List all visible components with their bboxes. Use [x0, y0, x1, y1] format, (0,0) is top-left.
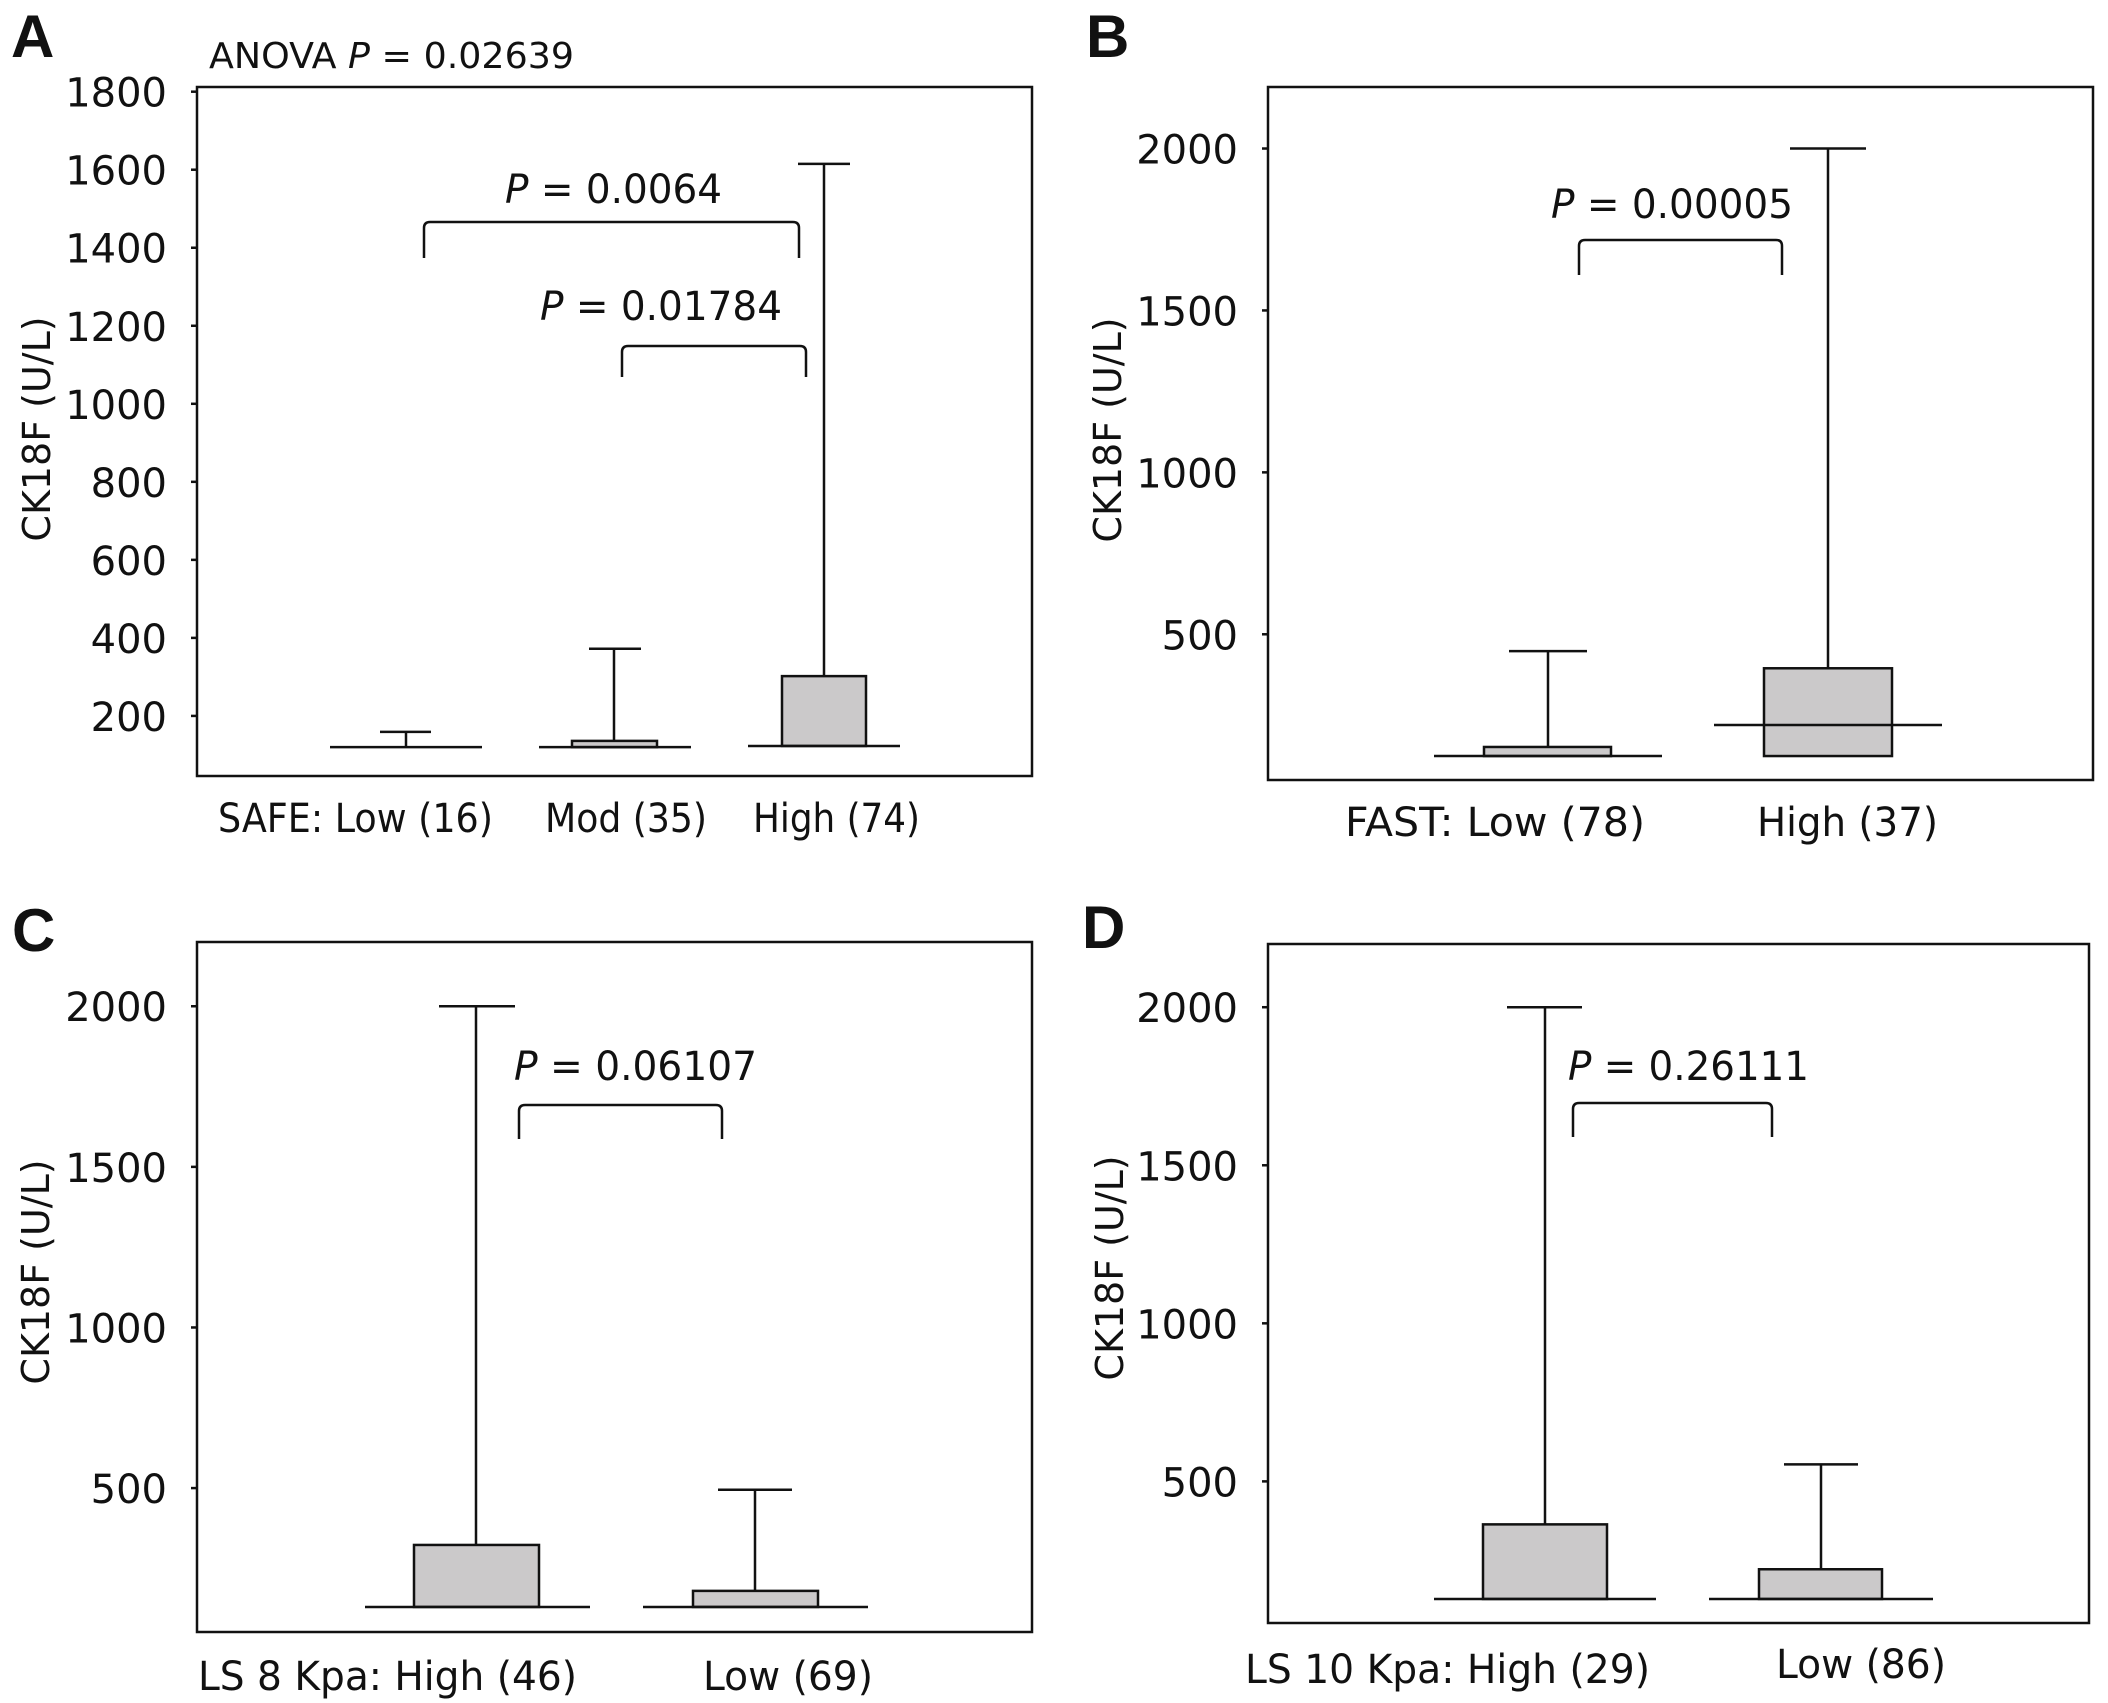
y-tick-label: 1800: [65, 71, 167, 117]
y-axis-label: CK18F (U/L): [14, 1159, 58, 1384]
x-category-label: Low (86): [1776, 1642, 1946, 1688]
p-symbol: P: [348, 36, 370, 77]
significance-bracket: P = 0.06107: [514, 1044, 757, 1139]
iqr-box: [1481, 1523, 1609, 1601]
box-low: [330, 730, 482, 749]
p-value-label: P = 0.00005: [1551, 182, 1793, 228]
y-axis-label: CK18F (U/L): [1088, 1155, 1132, 1380]
p-value-label: P = 0.06107: [514, 1044, 757, 1090]
box-high: [365, 1004, 590, 1609]
iqr-box: [1757, 1568, 1884, 1601]
plot-frame: [1266, 85, 2095, 782]
y-tick-label: 500: [1162, 1460, 1238, 1506]
box-high: [1714, 147, 1942, 758]
bracket-line: [517, 1103, 724, 1139]
iqr-box: [1482, 745, 1613, 758]
y-tick-label: 2000: [65, 985, 167, 1031]
y-axis-label: CK18F (U/L): [15, 316, 59, 541]
p-value-label: P = 0.26111: [1568, 1044, 1809, 1090]
iqr-box: [1762, 667, 1894, 758]
p-value-label: P = 0.0064: [505, 167, 722, 213]
bracket-line: [1571, 1101, 1774, 1137]
panel-letter: B: [1086, 3, 1129, 70]
p-value: = 0.0064: [528, 167, 722, 213]
p-symbol: P: [540, 284, 564, 330]
y-tick-label: 400: [91, 617, 167, 663]
y-tick-label: 1000: [1136, 451, 1238, 497]
bracket-line: [1577, 238, 1784, 275]
significance-bracket: P = 0.01784: [540, 284, 808, 377]
plot-frame: [1266, 942, 2091, 1625]
plot-frame: [195, 940, 1034, 1634]
significance-bracket: P = 0.26111: [1568, 1044, 1809, 1137]
y-tick-label: 2000: [1136, 128, 1238, 174]
box-high: [748, 162, 900, 748]
panel-letter: A: [11, 3, 54, 70]
p-symbol: P: [505, 167, 529, 213]
y-tick-label: 200: [91, 695, 167, 741]
panel-d: D 500 1000 1500 2000 CK18F (U/L) LS 10 Kpa: Hi…: [1082, 894, 2091, 1693]
panel-letter: D: [1082, 894, 1125, 961]
x-category-label: LS 8 Kpa: High (46): [198, 1654, 577, 1700]
x-category-label: High (74): [753, 796, 920, 842]
p-value: = 0.06107: [538, 1044, 757, 1090]
x-category-label: SAFE: Low (16): [218, 796, 493, 842]
y-tick-label: 1500: [1136, 1144, 1238, 1190]
anova-prefix: ANOVA: [209, 36, 348, 77]
box-low: [1434, 649, 1662, 758]
bracket-line: [620, 344, 808, 377]
iqr-box: [691, 1589, 820, 1609]
panel-b: B 500 1000 1500 2000 CK18F (U/L) FAST: Low (78…: [1086, 3, 2095, 846]
x-category-label: Low (69): [703, 1654, 873, 1700]
y-axis-label: CK18F (U/L): [1086, 317, 1130, 542]
p-symbol: P: [1568, 1044, 1592, 1090]
iqr-box: [412, 1543, 541, 1609]
y-tick-label: 1500: [1136, 289, 1238, 335]
x-category-label: High (37): [1757, 800, 1938, 846]
p-value: = 0.00005: [1574, 182, 1793, 228]
box-mod: [539, 647, 691, 749]
plot-frame: [195, 85, 1034, 778]
box-low: [643, 1488, 868, 1609]
y-tick-label: 1400: [65, 227, 167, 273]
panel-c: C 500 1000 1500 2000 CK18F (U/L) LS 8 Kpa: Hig…: [12, 897, 1034, 1700]
y-tick-label: 600: [91, 539, 167, 585]
box-low: [1709, 1463, 1933, 1601]
significance-bracket: P = 0.0064: [422, 167, 801, 258]
box-high: [1434, 1005, 1656, 1601]
y-tick-label: 800: [91, 461, 167, 507]
x-category-label: LS 10 Kpa: High (29): [1245, 1647, 1650, 1693]
y-tick-label: 1600: [65, 149, 167, 195]
anova-label: ANOVA P = 0.02639: [209, 36, 574, 77]
y-tick-label: 2000: [1136, 986, 1238, 1032]
p-symbol: P: [1551, 182, 1575, 228]
bracket-line: [422, 220, 801, 258]
y-tick-label: 500: [91, 1467, 167, 1513]
p-symbol: P: [514, 1044, 538, 1090]
x-category-label: Mod (35): [545, 796, 707, 842]
p-value: = 0.01784: [563, 284, 782, 330]
y-tick-label: 500: [1162, 613, 1238, 659]
x-category-label: FAST: Low (78): [1345, 800, 1645, 846]
panel-letter: C: [12, 897, 55, 964]
y-tick-label: 1200: [65, 305, 167, 351]
anova-value: 0.02639: [424, 36, 574, 77]
y-tick-label: 1500: [65, 1146, 167, 1192]
y-tick-label: 1000: [65, 1306, 167, 1352]
p-value: = 0.26111: [1591, 1044, 1809, 1090]
y-tick-label: 1000: [1136, 1302, 1238, 1348]
panel-a: A 200 400 600 800 1000 1200 1400 1600 1800 CK18F (…: [11, 3, 1034, 842]
anova-eq: =: [370, 36, 424, 77]
y-tick-label: 1000: [65, 383, 167, 429]
p-value-label: P = 0.01784: [540, 284, 782, 330]
significance-bracket: P = 0.00005: [1551, 182, 1793, 275]
iqr-box: [780, 674, 868, 748]
